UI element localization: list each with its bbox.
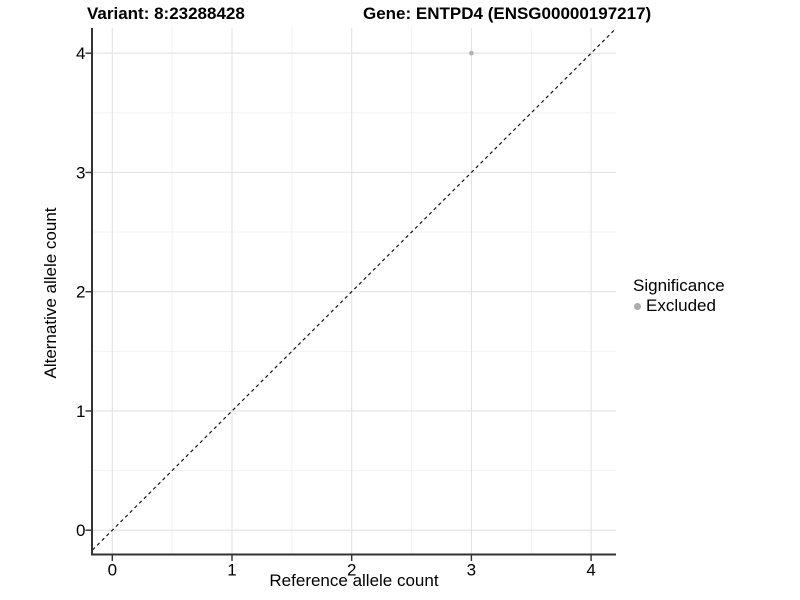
plot-title-variant: Variant: 8:23288428 <box>87 4 245 23</box>
legend: Significance Excluded <box>633 276 725 316</box>
identity-line <box>92 27 617 551</box>
legend-point-icon <box>634 302 641 310</box>
y-axis-title: Alternative allele count <box>41 207 60 379</box>
y-tick-label: 4 <box>76 44 85 63</box>
data-point <box>469 50 474 56</box>
y-tick-label: 2 <box>76 283 85 302</box>
y-tick-label: 1 <box>76 402 85 421</box>
y-tick-label: 0 <box>76 521 85 540</box>
plot-title-gene: Gene: ENTPD4 (ENSG00000197217) <box>363 4 652 23</box>
legend-title: Significance <box>633 276 725 295</box>
y-tick-label: 3 <box>76 163 85 182</box>
legend-item-excluded: Excluded <box>633 296 725 316</box>
legend-item-label: Excluded <box>646 296 716 315</box>
x-axis-title: Reference allele count <box>269 571 439 590</box>
